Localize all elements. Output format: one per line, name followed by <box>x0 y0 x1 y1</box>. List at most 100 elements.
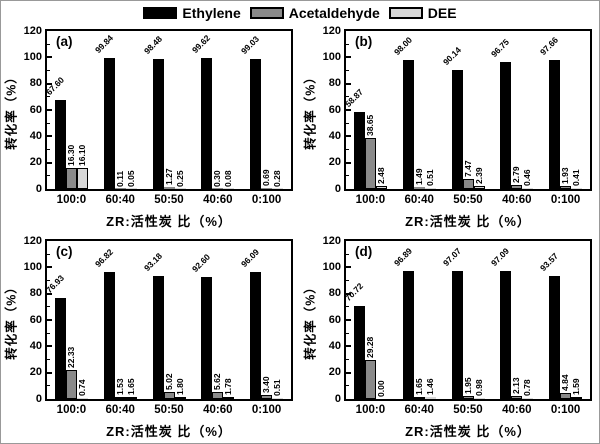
y-major-tick <box>47 319 52 321</box>
bar-ethylene <box>250 272 262 399</box>
bar-value-label: 1.53 <box>114 378 125 395</box>
y-minor-tick <box>346 43 349 45</box>
bar-value-label: 0.98 <box>473 379 484 396</box>
chart-grid: 转化率（%） (a) 67.60 16.30 16.10 99.84 0.11 0.05 98.… <box>1 23 599 443</box>
bar-acetaldehyde <box>413 187 425 189</box>
bar-value-label: 0.25 <box>174 170 185 187</box>
chart-panel-a: 转化率（%） (a) 67.60 16.30 16.10 99.84 0.11 0.05 98.… <box>1 23 300 233</box>
bar-dee <box>76 167 88 189</box>
bar-value-label: 0.05 <box>125 170 136 187</box>
bar-value-label: 67.60 <box>43 74 66 97</box>
bar-value-label: 38.65 <box>364 114 375 137</box>
bar-acetaldehyde <box>114 397 126 399</box>
y-minor-tick <box>47 280 50 281</box>
bar-dee <box>424 397 436 399</box>
bar-acetaldehyde <box>511 396 523 399</box>
legend-label: DEE <box>427 4 457 21</box>
bar-value-label: 0.00 <box>375 380 386 397</box>
y-tick-label: 20 <box>29 156 42 169</box>
bar-ethylene <box>500 61 512 189</box>
y-minor-tick <box>346 306 349 308</box>
bar-acetaldehyde <box>65 369 77 399</box>
y-minor-tick <box>47 359 50 360</box>
bar-value-label: 96.82 <box>92 246 115 269</box>
bar-value-label: 99.03 <box>239 33 262 56</box>
y-tick-label: 80 <box>29 287 42 300</box>
y-tick-label: 60 <box>29 103 42 116</box>
bar-ethylene <box>54 100 66 189</box>
chart-panel-d: 转化率（%） (d) 70.72 29.28 0.00 96.89 1.65 1.46 97.0… <box>300 233 599 443</box>
y-tick-label: 100 <box>23 260 42 273</box>
panel-letter: (d) <box>355 244 373 259</box>
y-axis-label-text: 转化率（%） <box>4 70 18 150</box>
bar-value-label: 0.51 <box>272 379 283 397</box>
bar-value-label: 90.14 <box>440 45 463 68</box>
bar-acetaldehyde <box>212 391 224 399</box>
bar-value-label: 5.62 <box>212 373 223 390</box>
bar-value-label: 5.02 <box>163 373 174 391</box>
bar-value-label: 99.62 <box>190 32 213 55</box>
y-major-tick <box>47 161 52 164</box>
x-tick-label: 50:50 <box>154 194 184 206</box>
bar-value-label: 1.80 <box>174 378 185 395</box>
y-tick-label: 100 <box>23 50 42 63</box>
y-minor-tick <box>346 96 349 98</box>
bar-acetaldehyde <box>462 179 474 189</box>
bar-value-label: 0.46 <box>522 169 533 187</box>
y-axis-label: 转化率（%） <box>300 239 317 401</box>
bar-acetaldehyde <box>364 360 376 399</box>
plot-area: (b) 58.87 38.65 2.48 98.00 1.49 0.51 90.14 7.47 2… <box>343 29 592 191</box>
bar-value-label: 0.51 <box>424 169 435 187</box>
bar-dee <box>76 398 88 399</box>
panel-letter: (b) <box>355 34 373 49</box>
legend-item-acetaldehyde: Acetaldehyde <box>249 4 380 21</box>
y-tick-label: 100 <box>322 260 341 273</box>
bar-dee <box>522 188 534 189</box>
y-minor-tick <box>47 122 50 124</box>
bar-value-label: 0.30 <box>212 170 223 187</box>
bar-value-label: 70.72 <box>342 280 365 303</box>
bar-dee <box>522 397 534 399</box>
x-axis-label: ZR:活性炭 比（%） <box>405 424 531 439</box>
x-tick-label: 40:60 <box>203 194 233 206</box>
legend-swatch-acetaldehyde <box>249 6 284 19</box>
x-tick-label: 0:100 <box>550 404 581 416</box>
legend-label: Acetaldehyde <box>288 4 380 21</box>
y-minor-tick <box>47 149 50 150</box>
bar-value-label: 0.11 <box>114 170 125 187</box>
legend-item-ethylene: Ethylene <box>143 5 241 21</box>
bar-value-label: 16.30 <box>65 144 76 166</box>
y-tick-label: 40 <box>29 339 42 352</box>
bar-dee <box>375 185 387 189</box>
x-tick-label: 0:100 <box>251 404 282 416</box>
y-major-tick <box>346 266 351 269</box>
y-minor-tick <box>346 280 349 281</box>
bar-ethylene <box>103 271 115 399</box>
y-major-tick <box>346 109 351 111</box>
plot-area: (c) 76.93 22.33 0.74 96.82 1.53 1.65 93.18 5.02 1… <box>44 239 293 401</box>
bar-value-label: 0.69 <box>261 169 272 187</box>
x-tick-label: 40:60 <box>203 404 233 416</box>
y-tick-label: 40 <box>328 339 341 352</box>
y-minor-tick <box>47 175 50 177</box>
plot-area: (d) 70.72 29.28 0.00 96.89 1.65 1.46 97.07 1.95 0… <box>342 239 592 401</box>
bar-acetaldehyde <box>163 187 175 189</box>
y-tick-label: 0 <box>334 392 341 405</box>
x-tick-label: 50:50 <box>154 404 184 416</box>
bar-value-label: 1.65 <box>125 378 136 395</box>
bar-dee <box>125 188 137 189</box>
bar-value-label: 4.84 <box>560 374 571 391</box>
bar-value-label: 2.79 <box>511 166 522 184</box>
bar-dee <box>174 188 186 189</box>
y-minor-tick <box>346 149 349 150</box>
y-major-tick <box>47 266 52 269</box>
y-tick-label: 120 <box>23 234 42 247</box>
legend: Ethylene Acetaldehyde DEE <box>1 2 599 23</box>
y-major-tick <box>47 109 52 111</box>
bar-value-label: 7.47 <box>462 160 473 178</box>
x-tick-label: 60:40 <box>404 194 434 206</box>
y-major-tick <box>346 371 351 374</box>
bar-value-label: 1.78 <box>223 378 234 395</box>
bar-value-label: 1.95 <box>462 377 473 395</box>
